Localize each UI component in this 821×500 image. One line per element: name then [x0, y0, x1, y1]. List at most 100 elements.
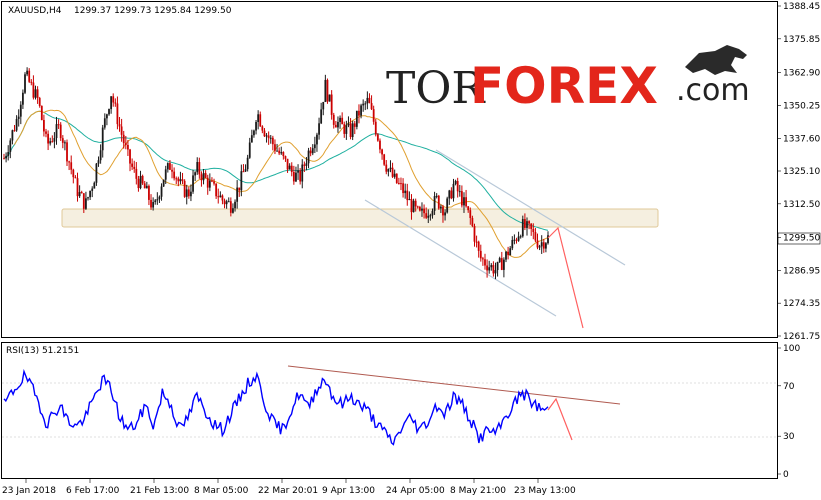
candle-body	[393, 173, 396, 177]
candle-body	[78, 192, 81, 197]
candle-body	[372, 109, 375, 122]
candle-body	[24, 74, 26, 93]
candle-body	[383, 154, 386, 165]
candle-body	[475, 241, 478, 243]
candle-body	[366, 97, 369, 104]
candle-body	[150, 199, 152, 208]
candle-body	[261, 126, 264, 131]
candle-body	[513, 239, 516, 241]
candle-body	[36, 89, 39, 98]
candle-body	[284, 156, 287, 159]
price-panel	[1, 1, 778, 338]
candle-body	[391, 167, 394, 177]
candle-body	[496, 261, 499, 271]
candle-body	[204, 173, 207, 178]
candle-body	[431, 210, 434, 216]
candle-body	[32, 82, 35, 98]
candle-body	[87, 197, 89, 199]
candle-body	[22, 92, 24, 105]
candle-body	[166, 163, 169, 170]
candle-body	[238, 187, 241, 191]
candle-body	[536, 240, 539, 248]
price-tick-label: 1337.60	[783, 134, 820, 144]
candle-body	[250, 135, 253, 143]
candle-body	[427, 215, 430, 218]
candle-body	[301, 164, 304, 182]
candle-body	[402, 183, 404, 194]
candle-body	[118, 124, 121, 127]
candle-body	[227, 201, 230, 203]
candle-body	[135, 168, 138, 179]
candle-body	[429, 215, 432, 217]
candle-body	[345, 125, 348, 134]
channel-lower-line	[364, 199, 557, 317]
candle-body	[59, 124, 62, 139]
candle-body	[173, 171, 176, 179]
candle-body	[423, 208, 425, 214]
candle-body	[127, 144, 129, 150]
time-tick-label: 6 Feb 17:00	[66, 486, 120, 496]
candle-body	[15, 118, 18, 131]
candle-body	[47, 133, 50, 144]
candle-body	[229, 201, 232, 213]
ma-fast-line	[14, 109, 549, 258]
candle-body	[387, 169, 390, 172]
candle-body	[349, 123, 352, 138]
candle-body	[108, 109, 110, 115]
candle-body	[116, 103, 119, 125]
candle-body	[85, 198, 87, 209]
candle-body	[433, 196, 436, 211]
candle-body	[486, 265, 488, 271]
candle-body	[408, 199, 411, 201]
price-tick-label: 1388.45	[783, 2, 820, 12]
time-tick-label: 23 May 13:00	[514, 486, 576, 496]
candle-body	[544, 243, 547, 249]
candle-body	[74, 177, 77, 179]
candle-body	[389, 167, 392, 170]
candle-body	[76, 178, 79, 197]
current-price-marker	[777, 232, 821, 245]
candle-body	[202, 173, 205, 181]
candle-body	[515, 239, 518, 241]
candle-body	[288, 165, 291, 170]
candle-body	[246, 157, 249, 170]
candle-body	[219, 195, 222, 198]
candle-body	[458, 191, 461, 193]
candle-body	[456, 181, 459, 192]
candle-body	[110, 96, 113, 110]
candle-body	[448, 190, 451, 199]
candle-body	[66, 142, 68, 162]
candle-body	[265, 135, 268, 137]
candle-body	[343, 124, 346, 134]
candle-body	[381, 149, 383, 155]
logo-tor-text: TOR	[386, 63, 486, 114]
candle-body	[3, 158, 5, 160]
candle-body	[538, 246, 541, 248]
candle-body	[215, 183, 218, 197]
candle-body	[11, 130, 14, 141]
candle-body	[278, 150, 281, 154]
candle-body	[368, 97, 371, 104]
price-axis: 1388.45 1375.85 1362.90 1350.25 1337.60 1325.…	[777, 2, 820, 342]
candle-body	[324, 79, 327, 102]
candle-body	[17, 116, 20, 119]
candle-body	[341, 117, 344, 125]
candle-body	[477, 241, 480, 251]
price-tick-label: 1362.90	[783, 69, 820, 79]
candle-body	[112, 96, 115, 103]
time-tick-label: 21 Feb 13:00	[130, 486, 189, 496]
price-tick-label: 1350.25	[783, 101, 820, 111]
candle-body	[471, 218, 474, 226]
candle-body	[450, 190, 453, 199]
candle-body	[169, 163, 171, 170]
candle-body	[418, 206, 421, 211]
candle-body	[454, 181, 457, 184]
candle-body	[154, 200, 157, 203]
candle-body	[519, 236, 522, 238]
candle-body	[19, 104, 22, 117]
candle-body	[395, 173, 398, 183]
candle-body	[72, 169, 75, 178]
candle-body	[164, 169, 167, 180]
candle-body	[101, 127, 104, 151]
